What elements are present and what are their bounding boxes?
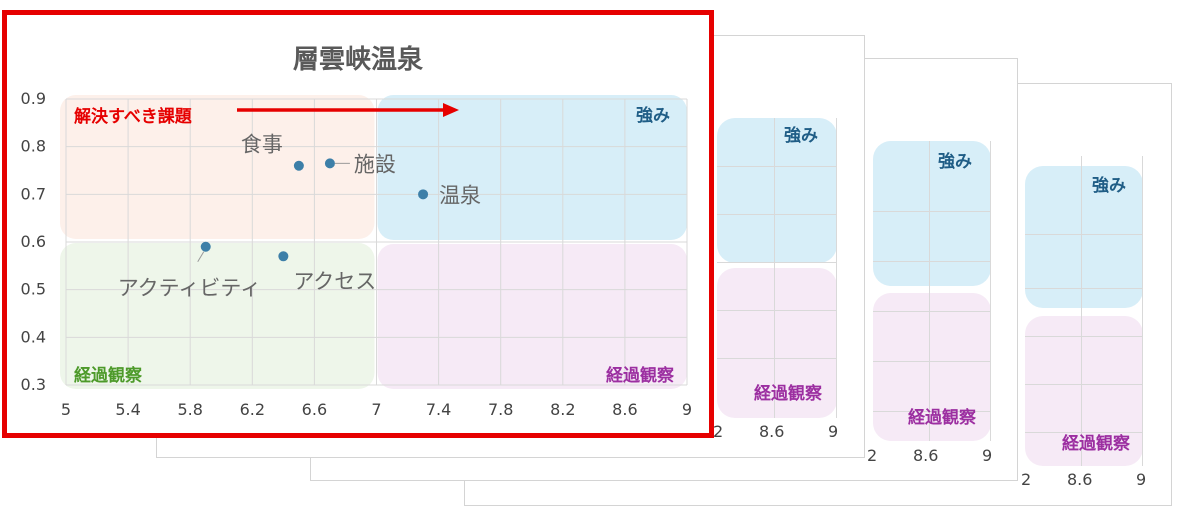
main-chart-frame: 層雲峡温泉 5 5.4 5.8 6.2 6.6 7 7.4 7.8 8.2 8.6 9 0.9 0.8 0… xyxy=(2,10,714,438)
x-tick-label: 7.8 xyxy=(488,400,513,419)
quadrant-label-strength: 強み xyxy=(636,106,670,126)
chart-title: 層雲峡温泉 xyxy=(292,45,423,75)
x-tick-label: 9 xyxy=(682,400,692,419)
x-tick-label: 8.6 xyxy=(612,400,637,419)
back-card-3-strength-label: 強み xyxy=(1092,176,1126,196)
scatter-plot: 5 5.4 5.8 6.2 6.6 7 7.4 7.8 8.2 8.6 9 0.9 0.8 0.7 0.6 0… xyxy=(21,89,693,419)
x-tick-label: 8.2 xyxy=(550,400,575,419)
y-tick-label: 0.5 xyxy=(21,280,46,299)
quadrant-label-watch-right: 経過観察 xyxy=(606,366,674,386)
back-card-3-tick-a: 8.6 xyxy=(1067,470,1093,489)
annotation-solve-issues: 解決すべき課題 xyxy=(74,107,192,127)
back-card-2-watch-label: 経過観察 xyxy=(908,408,976,428)
leader-line xyxy=(197,251,205,263)
back-card-1-tick-b: 9 xyxy=(828,422,839,441)
data-point xyxy=(324,158,335,169)
data-point xyxy=(293,160,304,171)
back-card-2-tick-a: 8.6 xyxy=(913,446,939,465)
y-tick-label: 0.9 xyxy=(21,89,46,108)
data-point-label: 温泉 xyxy=(439,183,481,207)
back-card-1-tick-a: 8.6 xyxy=(759,422,785,441)
x-tick-label: 7 xyxy=(371,400,381,419)
data-point xyxy=(200,241,211,252)
data-point-label: アクセス xyxy=(293,269,376,293)
x-tick-label: 7.4 xyxy=(426,400,451,419)
data-point-label: アクティビティ xyxy=(118,276,261,300)
back-card-3-tick-partial: 2 xyxy=(1021,470,1032,489)
y-tick-label: 0.4 xyxy=(21,327,46,346)
quadrant-label-watch-left: 経過観察 xyxy=(74,366,142,386)
y-tick-label: 0.6 xyxy=(21,232,46,251)
x-tick-label: 6.6 xyxy=(302,400,327,419)
data-point xyxy=(278,251,289,262)
annotation-arrow-head xyxy=(443,103,459,117)
back-card-2-tick-b: 9 xyxy=(982,446,993,465)
back-card-3-tick-b: 9 xyxy=(1136,470,1147,489)
y-tick-label: 0.7 xyxy=(21,184,46,203)
quadrant-top-left xyxy=(60,95,375,239)
x-tick-label: 6.2 xyxy=(240,400,265,419)
x-tick-label: 5.4 xyxy=(115,400,140,419)
back-card-1-watch-label: 経過観察 xyxy=(754,384,822,404)
back-card-2-tick-partial: 2 xyxy=(867,446,878,465)
back-card-1-tick-partial: 2 xyxy=(713,422,724,441)
quadrant-bottom-left xyxy=(60,243,375,389)
quadrant-top-right xyxy=(377,95,687,240)
y-tick-label: 0.3 xyxy=(21,375,46,394)
data-point-label: 施設 xyxy=(354,152,396,176)
y-tick-label: 0.8 xyxy=(21,137,46,156)
back-card-2-strength-label: 強み xyxy=(938,152,972,172)
x-tick-label: 5.8 xyxy=(177,400,202,419)
x-tick-label: 5 xyxy=(61,400,71,419)
data-point-label: 食事 xyxy=(241,133,283,157)
data-point xyxy=(418,189,429,200)
quadrant-bottom-right xyxy=(377,244,687,389)
back-card-1-strength-label: 強み xyxy=(784,126,818,146)
back-card-3-watch-label: 経過観察 xyxy=(1062,434,1130,454)
